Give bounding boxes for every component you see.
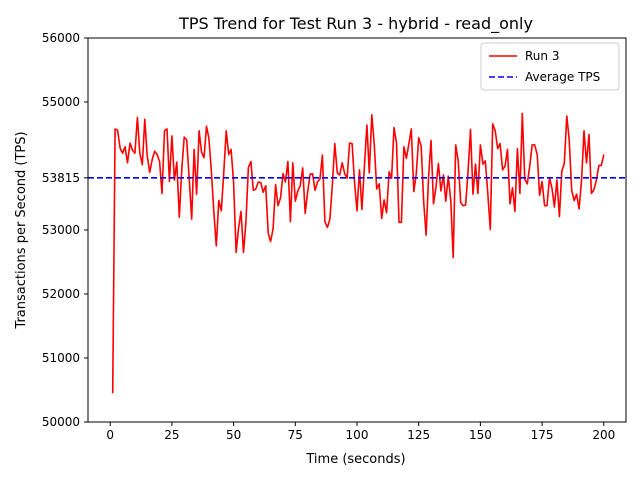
plot-area: [88, 112, 626, 394]
axes: 0 25 50 75 100 125 150 175 200 50000 51000 52000 530…: [42, 31, 627, 442]
legend: Run 3 Average TPS: [480, 42, 620, 91]
x-tick-label: 50: [226, 428, 241, 442]
y-axis-label: Transactions per Second (TPS): [14, 131, 29, 329]
series-line-1: [111, 112, 605, 394]
y-tick-label: 56000: [42, 31, 80, 45]
x-tick-label: 150: [469, 428, 492, 442]
legend-label-1: Run 3: [525, 49, 559, 63]
y-tick-label: 52000: [42, 287, 80, 301]
x-tick-label: 200: [592, 428, 615, 442]
y-tick-label: 55000: [42, 95, 80, 109]
y-tick-label: 53815: [42, 171, 80, 185]
x-tick-label: 125: [407, 428, 430, 442]
x-tick-label: 75: [288, 428, 303, 442]
x-tick-label: 175: [531, 428, 554, 442]
y-tick-label: 53000: [42, 223, 80, 237]
y-tick-label: 51000: [42, 351, 80, 365]
chart-title: TPS Trend for Test Run 3 - hybrid - read…: [178, 14, 533, 34]
y-tick-label: 50000: [42, 415, 80, 429]
x-tick-label: 25: [164, 428, 179, 442]
x-axis-label: Time (seconds): [305, 452, 405, 467]
x-tick-label: 100: [346, 428, 369, 442]
x-tick-label: 0: [106, 428, 114, 442]
legend-box: [480, 42, 620, 91]
legend-label-2: Average TPS: [525, 70, 600, 84]
